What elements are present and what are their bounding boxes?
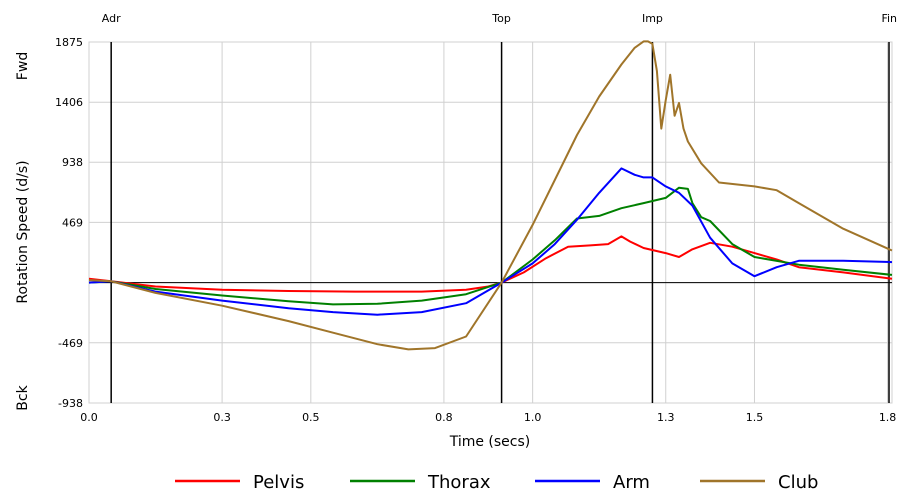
legend-label-pelvis: Pelvis <box>253 472 304 493</box>
x-tick-label: 1.0 <box>524 411 542 424</box>
event-label-adr: Adr <box>102 12 121 25</box>
event-markers: Adr Top Imp Fin <box>102 12 897 403</box>
x-tick-label: 0.3 <box>213 411 231 424</box>
legend: Pelvis Thorax Arm Club <box>175 472 818 493</box>
x-tick-label: 0.5 <box>302 411 320 424</box>
event-label-imp: Imp <box>642 12 663 25</box>
x-tick-label: 1.3 <box>657 411 675 424</box>
x-tick-label: 0.0 <box>80 411 98 424</box>
grid <box>88 41 892 404</box>
x-tick-label: 0.8 <box>435 411 453 424</box>
series-line-club <box>88 40 893 351</box>
y-tick-label: 1406 <box>55 96 83 109</box>
legend-label-thorax: Thorax <box>427 472 491 493</box>
y-axis-title: Rotation Speed (d/s) <box>15 160 31 303</box>
data-series <box>88 40 893 351</box>
y-tick-label: -938 <box>58 397 83 410</box>
y-tick-label: 469 <box>62 216 83 229</box>
x-axis-title: Time (secs) <box>449 434 531 450</box>
y-tick-labels: -938 -469 469 938 1406 1875 <box>55 36 83 410</box>
fwd-label: Fwd <box>15 52 31 80</box>
y-tick-label: -469 <box>58 337 83 350</box>
legend-label-club: Club <box>778 472 818 493</box>
y-tick-label: 1875 <box>55 36 83 49</box>
series-line-thorax <box>88 186 893 306</box>
x-tick-labels: 0.0 0.3 0.5 0.8 1.0 1.3 1.5 1.8 <box>80 411 896 424</box>
x-tick-label: 1.8 <box>879 411 897 424</box>
event-label-top: Top <box>491 12 511 25</box>
plot-frame <box>88 41 893 404</box>
legend-label-arm: Arm <box>613 472 650 493</box>
series-line-arm <box>88 167 893 316</box>
event-label-fin: Fin <box>881 12 897 25</box>
x-tick-label: 1.5 <box>746 411 764 424</box>
y-tick-label: 938 <box>62 156 83 169</box>
bck-label: Bck <box>15 384 31 410</box>
series-line-pelvis <box>88 235 893 293</box>
